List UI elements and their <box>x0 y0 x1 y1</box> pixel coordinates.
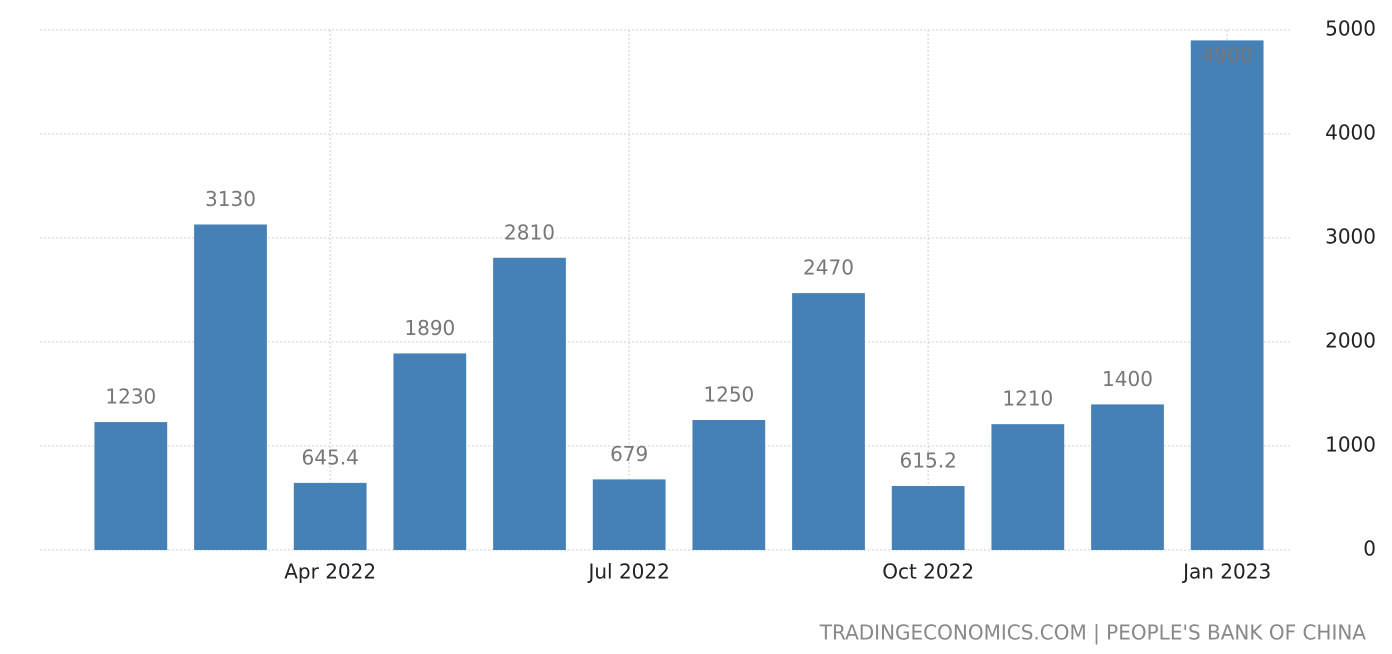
bar <box>592 479 666 550</box>
bar <box>891 486 965 550</box>
source: TRADINGECONOMICS.COM | PEOPLE'S BANK OF … <box>819 621 1367 645</box>
bar <box>393 353 467 550</box>
value-label: 4900 <box>1202 43 1253 67</box>
bar <box>692 420 766 550</box>
x-tick-label: Jan 2023 <box>1181 560 1271 584</box>
y-tick-label: 5000 <box>1325 17 1376 41</box>
bar <box>991 424 1065 550</box>
bar <box>1091 404 1164 550</box>
y-tick-label: 0 <box>1363 537 1376 561</box>
y-tick-label: 3000 <box>1325 225 1376 249</box>
value-label: 645.4 <box>302 445 359 469</box>
value-label: 3130 <box>205 187 256 211</box>
bar <box>94 422 168 550</box>
value-label: 1250 <box>703 383 754 407</box>
bar <box>1190 40 1264 551</box>
y-tick-label: 1000 <box>1325 433 1376 457</box>
bar <box>293 482 367 550</box>
bar <box>194 224 267 551</box>
value-label: 1400 <box>1102 367 1153 391</box>
bar <box>493 257 566 550</box>
value-label: 615.2 <box>900 449 957 473</box>
value-label: 1230 <box>105 385 156 409</box>
x-tick-label: Apr 2022 <box>284 560 376 584</box>
value-label: 2810 <box>504 220 555 244</box>
x-tick-label: Oct 2022 <box>882 560 974 584</box>
value-label: 2470 <box>803 256 854 280</box>
y-tick-label: 2000 <box>1325 329 1376 353</box>
value-label: 1890 <box>404 316 455 340</box>
value-label: 679 <box>610 442 648 466</box>
x-tick-label: Jul 2022 <box>586 560 669 584</box>
y-tick-label: 4000 <box>1325 121 1376 145</box>
value-label: 1210 <box>1002 387 1053 411</box>
bar <box>792 293 865 550</box>
